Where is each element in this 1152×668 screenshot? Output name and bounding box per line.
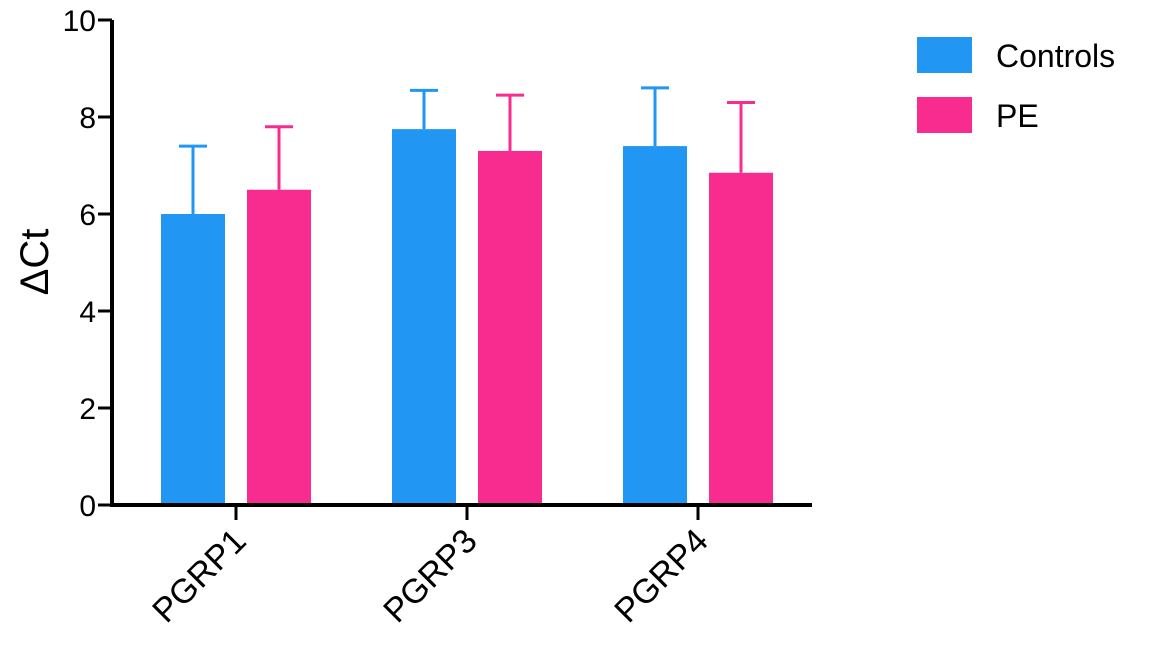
x-ticks-group: PGRP1 PGRP3 PGRP4 [145, 505, 716, 630]
legend-label-pe: PE [996, 98, 1039, 134]
y-tick-label-0: 0 [79, 490, 96, 523]
axes-group [110, 20, 812, 507]
bar-pe-pgrp4 [709, 172, 773, 505]
bar-pe-pgrp3 [478, 150, 542, 505]
y-tick-label-4: 4 [79, 296, 96, 329]
legend: Controls PE [917, 37, 1115, 134]
legend-label-controls: Controls [996, 38, 1115, 74]
legend-swatch-controls [917, 37, 972, 73]
error-bars-group [179, 86, 755, 214]
x-tick-label-pgrp3: PGRP3 [376, 522, 484, 630]
bar-controls-pgrp3 [392, 129, 456, 505]
x-tick-label-pgrp4: PGRP4 [607, 522, 715, 630]
legend-swatch-pe [917, 97, 972, 133]
y-ticks-group: 0 2 4 6 8 10 [63, 5, 112, 523]
bar-controls-pgrp1 [161, 214, 225, 505]
bar-controls-pgrp4 [623, 146, 687, 505]
y-tick-label-6: 6 [79, 199, 96, 232]
x-tick-label-pgrp1: PGRP1 [145, 522, 253, 630]
y-tick-label-8: 8 [79, 102, 96, 135]
y-tick-label-2: 2 [79, 393, 96, 426]
y-axis-label: ΔCt [13, 229, 57, 296]
bars-group [161, 129, 773, 505]
y-tick-label-10: 10 [63, 5, 96, 38]
bar-pe-pgrp1 [247, 189, 311, 505]
